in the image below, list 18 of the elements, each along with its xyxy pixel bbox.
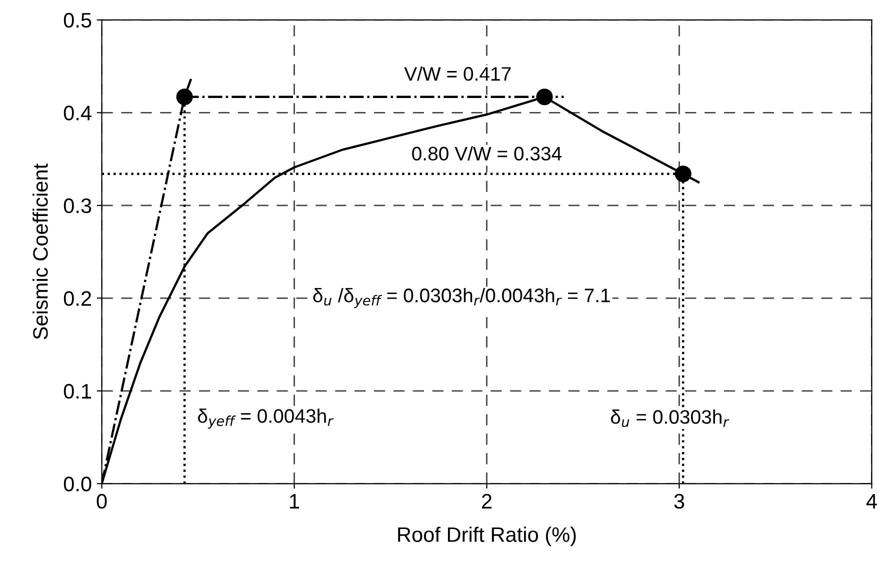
x-tick-label: 4	[866, 494, 877, 508]
x-tick-label: 0	[96, 494, 107, 509]
annotation: δ$_{yeff}$ = 0.0043h$_{r}$	[198, 408, 334, 429]
annotation: δ$_{u}$ = 0.0303h$_{r}$	[610, 410, 730, 428]
x-tick-label: 3	[674, 494, 684, 509]
y-tick-label: 0.5	[64, 12, 92, 28]
x-tick-label: 1	[290, 494, 300, 508]
annotation: 0.80 V/W = 0.334	[412, 146, 562, 161]
x-tick-label: 2	[482, 494, 492, 508]
x-axis-title: Roof Drift Ratio (%)	[398, 526, 576, 546]
y-tick-label: 0.2	[64, 291, 92, 306]
y-tick-label: 0.1	[64, 384, 92, 399]
text: δ$_{u}$ /δ$_{yeff}$ = 0.0303h$_{r}$/0.0043h$_{r}$ = 7.1	[313, 288, 610, 308]
y-tick-label: 0.4	[64, 106, 92, 120]
y-tick-label: 0.0	[64, 476, 92, 492]
y-tick-label: 0.3	[64, 198, 92, 214]
annotation: V/W = 0.417	[404, 66, 511, 81]
y-axis-title: Seismic Coefficient	[32, 164, 48, 340]
